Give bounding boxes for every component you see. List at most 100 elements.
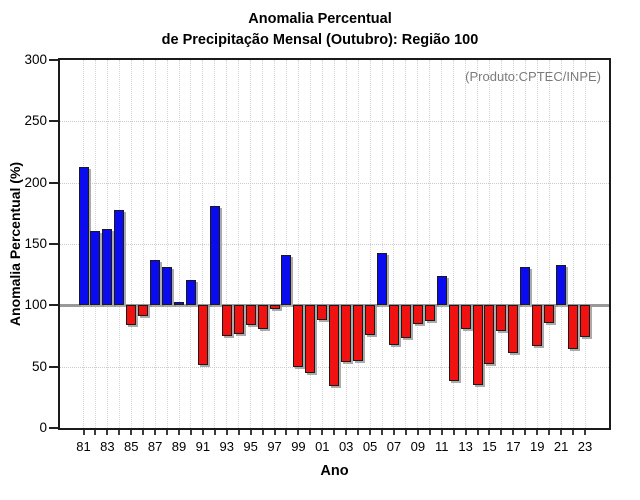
bar-2023 (580, 305, 590, 338)
chart-title-line2: de Precipitação Mensal (Outubro): Região… (161, 32, 479, 48)
bar-2014 (472, 305, 483, 386)
bar-1993 (221, 305, 232, 336)
bar-1990 (185, 279, 196, 306)
x-tick-label: 89 (171, 439, 187, 454)
x-tick-label: 93 (219, 439, 235, 454)
bar-2007 (388, 305, 399, 345)
x-tick-label: 85 (124, 439, 139, 454)
bar-1983 (102, 229, 113, 306)
x-tick (225, 430, 228, 435)
bar-2012 (448, 305, 459, 382)
x-tick (261, 430, 264, 435)
y-tick (49, 181, 58, 184)
x-tick (524, 430, 527, 435)
y-tick-label: 250 (24, 113, 47, 129)
x-tick (237, 430, 240, 435)
x-tick-label: 07 (386, 439, 402, 454)
bar-2016 (496, 305, 507, 332)
bar-2018 (520, 267, 531, 306)
x-tick (201, 430, 204, 435)
bar-2013 (460, 305, 471, 329)
x-tick (345, 430, 348, 435)
bar-2022 (568, 305, 579, 350)
bar-1988 (162, 267, 173, 306)
x-tick (178, 430, 181, 435)
x-tick-label: 15 (482, 439, 497, 454)
y-tick (49, 427, 58, 429)
bar-1991 (197, 305, 208, 366)
x-tick (452, 430, 455, 435)
y-tick (49, 365, 58, 368)
x-tick (309, 430, 312, 435)
y-tick-label: 300 (24, 52, 47, 67)
x-tick (213, 430, 216, 435)
bar-1989 (174, 301, 185, 306)
x-tick (381, 430, 383, 435)
x-tick-label: 87 (147, 439, 163, 454)
bar-1997 (269, 305, 280, 309)
bar-2005 (365, 305, 376, 335)
bar-2015 (484, 305, 495, 365)
bar-1996 (257, 305, 268, 329)
y-tick (49, 59, 58, 61)
x-tick-label: 13 (458, 439, 473, 454)
x-tick (249, 430, 252, 435)
horizontal-gridline (60, 121, 609, 123)
x-tick (416, 430, 419, 435)
x-tick (512, 430, 515, 435)
x-tick (404, 430, 407, 435)
horizontal-gridline (60, 182, 609, 184)
x-tick-label: 99 (291, 439, 306, 454)
x-tick-label: 03 (338, 439, 354, 454)
bar-1999 (293, 305, 304, 367)
bar-1998 (281, 255, 292, 306)
x-tick-label: 81 (76, 439, 91, 454)
y-tick (49, 120, 58, 123)
x-tick (189, 430, 192, 435)
x-tick (488, 430, 491, 435)
bar-2019 (532, 305, 543, 346)
x-tick (321, 430, 324, 435)
bar-1994 (233, 305, 244, 334)
bar-2001 (317, 305, 328, 321)
chart-title-line1: Anomalia Percentual (248, 11, 392, 27)
plot-area (58, 58, 611, 430)
x-tick (369, 430, 372, 435)
y-tick-label: 200 (24, 174, 47, 190)
x-tick (142, 430, 145, 435)
x-tick-label: 09 (410, 439, 426, 454)
bar-2002 (329, 305, 340, 387)
x-tick-label: 23 (577, 439, 593, 454)
x-tick (273, 430, 276, 435)
bar-1985 (126, 305, 137, 325)
bar-2010 (424, 305, 435, 322)
bar-1992 (209, 205, 220, 306)
product-annotation: (Produto:CPTEC/INPE) (465, 69, 601, 84)
y-tick-label: 0 (39, 420, 47, 435)
x-tick-label: 21 (553, 439, 569, 454)
bar-2008 (400, 305, 411, 339)
bar-1981 (78, 166, 89, 306)
y-tick-label: 100 (24, 297, 47, 313)
bar-1986 (138, 305, 149, 317)
x-tick (560, 430, 563, 435)
x-tick (297, 430, 300, 435)
x-tick-label: 01 (315, 439, 330, 454)
x-tick (476, 430, 479, 435)
x-tick (82, 430, 85, 435)
x-tick (536, 430, 539, 435)
x-tick-label: 91 (195, 439, 211, 454)
bar-1984 (114, 209, 125, 306)
x-axis-label: Ano (320, 463, 349, 479)
bar-1987 (150, 259, 161, 306)
bar-2003 (341, 305, 352, 362)
x-tick (285, 430, 288, 435)
bar-2011 (436, 275, 447, 306)
x-tick (572, 430, 575, 435)
x-tick-label: 05 (362, 439, 378, 454)
x-tick (166, 430, 169, 435)
y-tick-label: 50 (31, 358, 47, 374)
x-tick (440, 430, 443, 435)
x-tick (392, 430, 395, 435)
